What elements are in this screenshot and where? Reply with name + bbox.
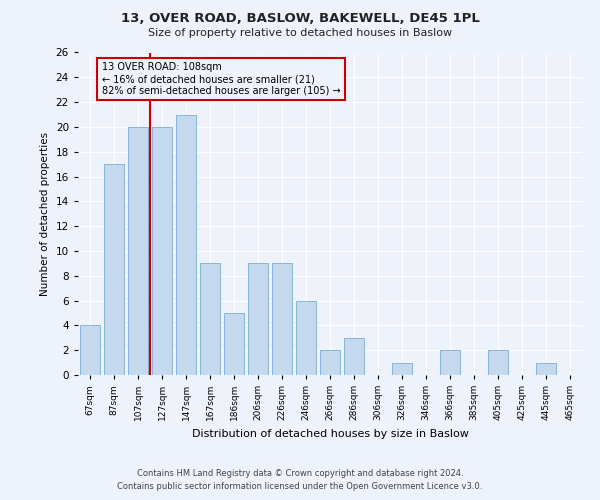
Bar	[200, 264, 220, 375]
Bar	[296, 300, 316, 375]
Bar	[272, 264, 292, 375]
Bar	[248, 264, 268, 375]
Bar	[176, 114, 196, 375]
Text: 13, OVER ROAD, BASLOW, BAKEWELL, DE45 1PL: 13, OVER ROAD, BASLOW, BAKEWELL, DE45 1P…	[121, 12, 479, 26]
X-axis label: Distribution of detached houses by size in Baslow: Distribution of detached houses by size …	[191, 428, 469, 438]
Bar	[104, 164, 124, 375]
Bar	[320, 350, 340, 375]
Bar	[440, 350, 460, 375]
Bar	[128, 127, 148, 375]
Text: Contains HM Land Registry data © Crown copyright and database right 2024.
Contai: Contains HM Land Registry data © Crown c…	[118, 469, 482, 491]
Bar	[80, 326, 100, 375]
Bar	[344, 338, 364, 375]
Bar	[488, 350, 508, 375]
Bar	[152, 127, 172, 375]
Y-axis label: Number of detached properties: Number of detached properties	[40, 132, 50, 296]
Text: 13 OVER ROAD: 108sqm
← 16% of detached houses are smaller (21)
82% of semi-detac: 13 OVER ROAD: 108sqm ← 16% of detached h…	[102, 62, 341, 96]
Bar	[392, 362, 412, 375]
Bar	[536, 362, 556, 375]
Bar	[224, 313, 244, 375]
Text: Size of property relative to detached houses in Baslow: Size of property relative to detached ho…	[148, 28, 452, 38]
